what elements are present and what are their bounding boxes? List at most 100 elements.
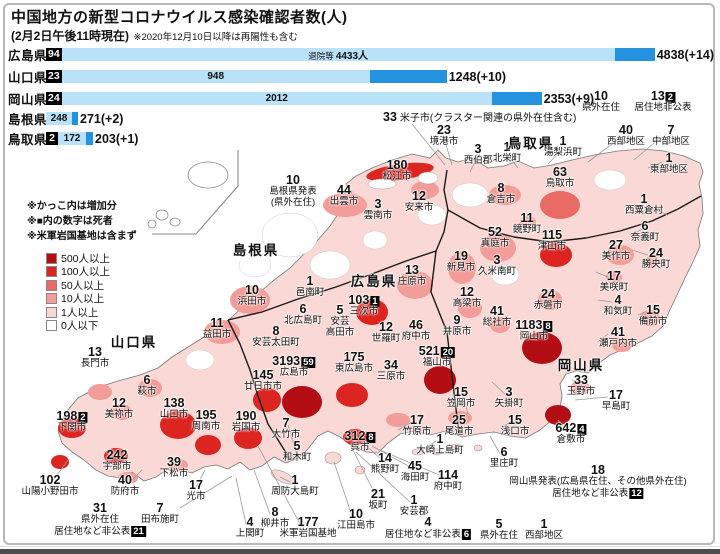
case-count: 39 — [167, 455, 181, 469]
label-line: 33 — [567, 374, 596, 387]
bar-total-value: 271(+2) — [80, 111, 124, 126]
map-label-米軍岩国基地: 177 米軍岩国基地 — [279, 516, 336, 540]
area-name: 江田島市 — [336, 520, 376, 531]
case-count: 13 — [88, 345, 102, 359]
bar-row-label: 岡山県 — [8, 93, 48, 107]
label-line: 8 — [261, 506, 290, 519]
label-line: 24 — [534, 288, 563, 301]
map-label-呉市: 312 8 呉市 — [344, 429, 376, 454]
area-name: 周防大島町 — [271, 486, 319, 497]
label-line: 11 — [203, 317, 232, 330]
area-name: 府中町 — [433, 481, 463, 492]
case-count: 8 — [497, 181, 505, 195]
map-label-矢掛町: 3 矢掛町 — [495, 386, 524, 410]
label-line: 6 — [137, 374, 156, 387]
map-label-早島町: 17 早島町 — [602, 389, 631, 413]
zero-case-areas — [185, 169, 627, 371]
map-label-尾道市: 25 尾道市 — [445, 414, 474, 438]
map-label-海田町: 45 海田町 — [401, 460, 430, 484]
label-line: 10 — [238, 284, 267, 297]
map-label-周南市: 195 周南市 — [192, 409, 221, 433]
area-name: 北栄町 — [492, 153, 522, 164]
label-line: 5 — [326, 304, 355, 317]
area-name: 西粟倉村 — [624, 205, 664, 216]
case-count: 63 — [553, 165, 567, 179]
level10-areas — [88, 181, 660, 484]
bar-row-label: 山口県 — [8, 71, 48, 85]
label-line: 23 — [430, 124, 459, 137]
map-label-浜田市: 10 浜田市 — [238, 284, 267, 308]
map-label-邑南町: 1 邑南町 — [296, 275, 325, 299]
case-count: 7 — [282, 416, 290, 430]
bar-recovered-segment: 248 — [46, 112, 72, 125]
area-name: 北広島町 — [283, 315, 323, 326]
map-label-長門市: 13 長門市 — [81, 346, 110, 370]
area-name: 三次市 — [349, 306, 379, 317]
case-count: 11 — [520, 211, 534, 225]
bar-row-岡山県: 岡山県 24 2012 2353(+9) — [8, 92, 594, 108]
map-label-県外在住: 5 県外在住 — [480, 518, 518, 542]
map-label-庄原市: 13 庄原市 — [398, 264, 427, 288]
footnote: ※米軍岩国基地は含まず — [27, 231, 137, 242]
case-count: 5 — [336, 303, 344, 317]
label-line: 17 — [186, 479, 205, 492]
area-name: 大竹市 — [271, 429, 301, 440]
map-label-田布施町: 7 田布施町 — [141, 502, 179, 526]
label-line: 21 — [368, 488, 387, 501]
bar-total-value: 203(+1) — [95, 131, 139, 146]
label-line: 9 — [443, 314, 472, 327]
legend-swatch — [46, 293, 57, 305]
map-prefecture-島根県: 島根県 — [232, 243, 280, 258]
label-line: 1 — [625, 193, 663, 206]
case-count: 3 — [474, 142, 482, 156]
map-label-里庄町: 6 里庄町 — [490, 446, 519, 470]
area-name: 県外在住 — [581, 102, 621, 113]
case-count: 312 — [344, 429, 366, 443]
lakes — [367, 171, 439, 190]
area-name: 久米南町 — [477, 266, 517, 277]
oki-islands-inset — [147, 150, 239, 235]
area-name: 東部地区 — [649, 164, 689, 175]
bar-active-segment — [86, 132, 93, 145]
legend-swatch — [46, 253, 57, 264]
case-count: 27 — [609, 238, 623, 252]
area-name: 邑南町 — [295, 287, 325, 298]
area-name: 県外在住 — [80, 514, 119, 525]
map-label-津山市: 115 津山市 — [538, 229, 567, 253]
case-count: 24 — [541, 287, 555, 301]
case-count: 1 — [640, 192, 648, 206]
case-count: 180 — [386, 158, 408, 172]
subtitle-note: ※2020年12月10日以降は再陽性も含む — [133, 32, 298, 43]
label-line: 7 — [652, 124, 690, 137]
case-count: 12 — [112, 396, 126, 410]
connector-lines — [51, 123, 669, 525]
area-name: 備前市 — [638, 316, 668, 327]
case-count: 242 — [106, 448, 128, 462]
legend-row: 50人以上 — [46, 278, 104, 293]
area-name: 湯梨浜町 — [543, 147, 583, 158]
case-count: 17 — [609, 388, 623, 402]
bar-recovered-value: 2012 — [265, 93, 288, 104]
area-name: 安芸郡 — [399, 506, 429, 517]
map-label-和気町: 4 和気町 — [604, 294, 633, 318]
label-line: 63 — [546, 166, 575, 179]
label-line: 13 — [398, 264, 427, 277]
area-name: 美祢市 — [104, 409, 134, 420]
bar-row-山口県: 山口県 23 948 1248(+10) — [8, 70, 506, 86]
label-line: 46 — [402, 319, 431, 332]
level500-areas — [282, 332, 571, 425]
label-line: 3 — [495, 386, 524, 399]
area-name: 勝央町 — [641, 259, 671, 270]
label-line: 17 — [600, 270, 629, 283]
deaths-box: 2 — [78, 412, 88, 423]
bar-row-広島県: 広島県 94 退院等 4433人 4838(+14) — [8, 48, 714, 64]
label-line: 27 — [602, 239, 631, 252]
bar-active-segment — [491, 92, 542, 105]
label-line: 115 — [538, 229, 567, 242]
area-name: 浜田市 — [237, 296, 267, 307]
area-name: 下関市 — [57, 422, 87, 433]
case-count: 17 — [607, 269, 621, 283]
area-name: 出雲市 — [329, 196, 359, 207]
bar-recovered-segment: 948 — [61, 70, 370, 83]
